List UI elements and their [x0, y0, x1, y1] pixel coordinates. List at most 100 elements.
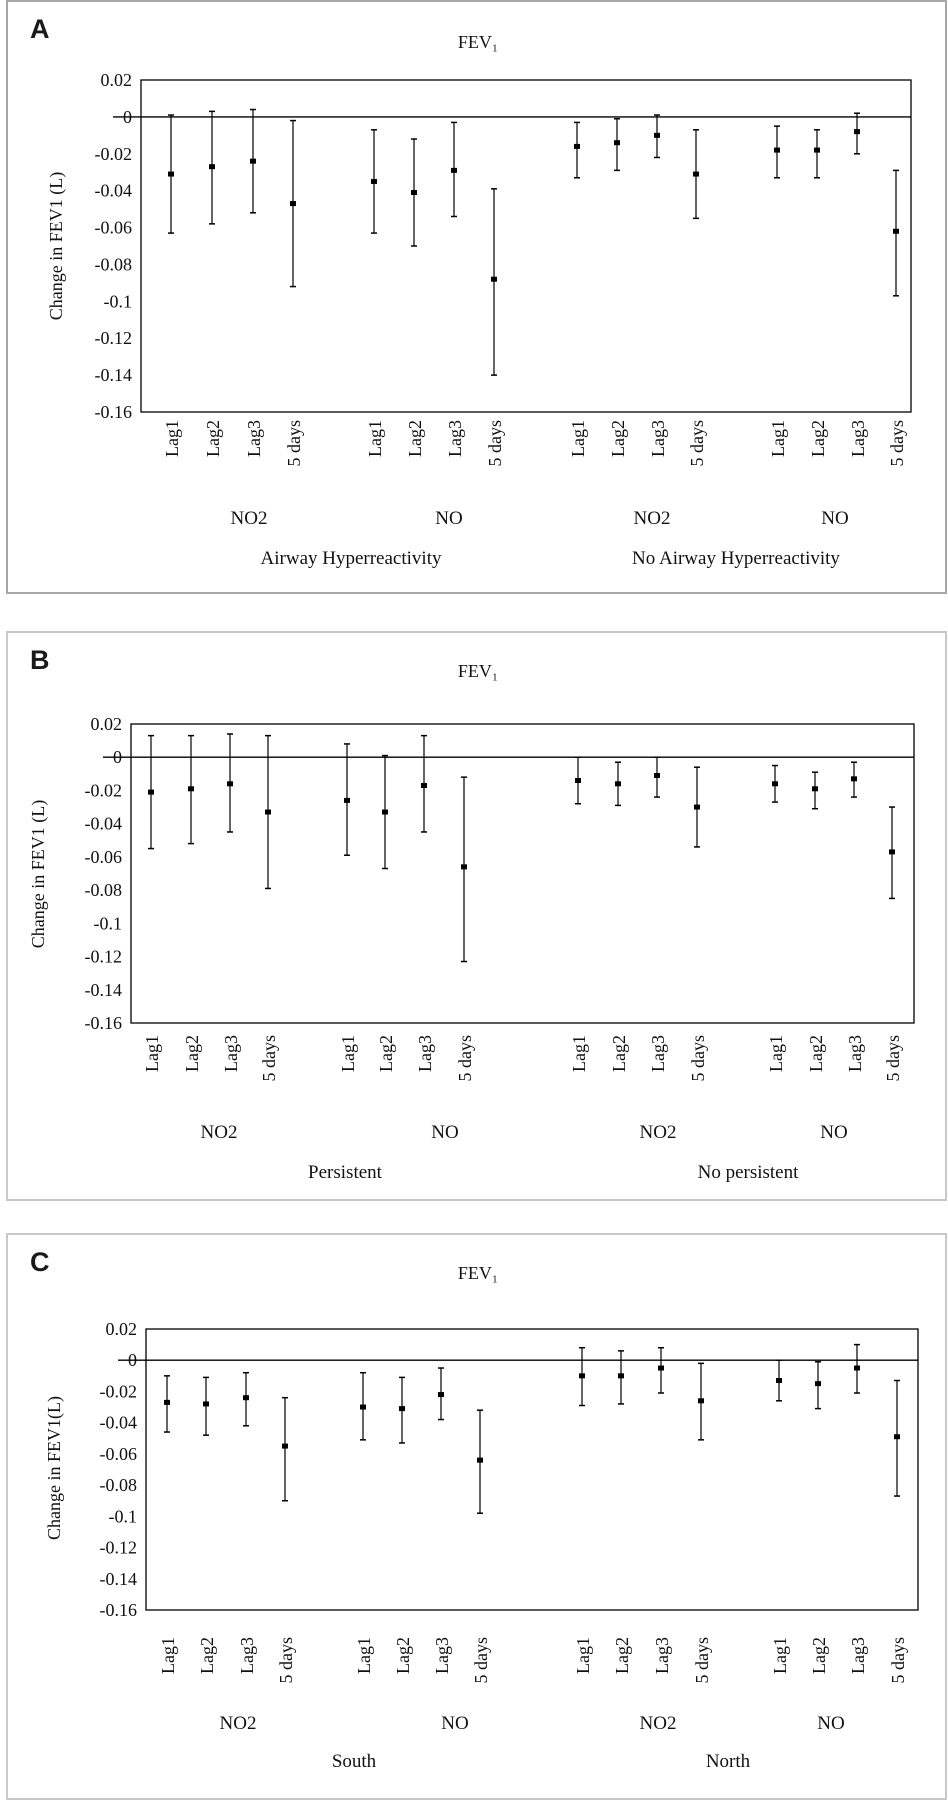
y-tick-label: -0.1: [109, 1506, 138, 1526]
x-category-label: Lag1: [365, 420, 385, 457]
group-label: South: [332, 1751, 377, 1772]
plot-area: [130, 723, 915, 1024]
x-category-label: Lag3: [432, 1637, 452, 1674]
x-category-label: Lag1: [568, 420, 588, 457]
estimate-point: [776, 1378, 782, 1384]
estimate-point: [360, 1404, 366, 1410]
estimate-point: [371, 178, 377, 184]
plot-area: [145, 1328, 919, 1611]
chart-a-svg: FEV₁ 0.02 0 -0.02 -0.04 -0.06 -0.08 -0.1 -0.12 -0…: [46, 32, 912, 569]
pollutant-label: NO: [821, 508, 848, 529]
group-label: No persistent: [698, 1162, 800, 1183]
chart-title: FEV₁: [458, 32, 498, 52]
pollutant-label: NO: [817, 1713, 844, 1734]
chart-title: FEV₁: [458, 1263, 498, 1283]
x-category-label: Lag2: [609, 1035, 629, 1072]
estimate-point: [618, 1373, 624, 1379]
panel-label: A: [30, 14, 50, 44]
estimate-point: [438, 1392, 444, 1398]
x-category-label: 5 days: [471, 1637, 491, 1684]
y-tick-label: -0.14: [85, 980, 123, 1000]
estimate-point: [188, 786, 194, 792]
y-tick-label: -0.08: [85, 880, 123, 900]
estimate-point: [227, 781, 233, 787]
estimate-point: [814, 147, 820, 153]
y-tick-label: -0.14: [100, 1569, 138, 1589]
estimate-point: [815, 1381, 821, 1387]
y-tick-label: -0.16: [85, 1013, 123, 1033]
x-category-label: 5 days: [455, 1035, 475, 1082]
estimate-point: [265, 809, 271, 815]
y-tick-label: -0.12: [95, 328, 133, 348]
estimate-point: [854, 1365, 860, 1371]
estimate-point: [399, 1406, 405, 1412]
estimate-point: [203, 1401, 209, 1407]
pollutant-label: NO2: [640, 1122, 677, 1143]
y-tick-label: -0.16: [100, 1600, 138, 1620]
estimate-point: [290, 201, 296, 207]
x-category-label: Lag2: [197, 1637, 217, 1674]
y-tick-label: 0: [123, 107, 132, 127]
estimate-point: [615, 781, 621, 787]
x-category-label: Lag3: [445, 420, 465, 457]
x-category-label: Lag3: [848, 1637, 868, 1674]
estimate-point: [168, 171, 174, 177]
y-tick-label: 0.02: [106, 1319, 138, 1339]
x-category-label: Lag1: [768, 420, 788, 457]
estimate-point: [411, 190, 417, 196]
pollutant-label: NO2: [201, 1122, 238, 1143]
y-tick-label: -0.1: [94, 913, 123, 933]
estimate-point: [491, 276, 497, 282]
y-tick-label: 0.02: [91, 714, 123, 734]
y-tick-label: -0.02: [100, 1381, 138, 1401]
estimate-point: [344, 797, 350, 803]
estimate-point: [243, 1395, 249, 1401]
y-tick-label: -0.04: [100, 1413, 138, 1433]
estimate-point: [698, 1398, 704, 1404]
estimate-point: [851, 776, 857, 782]
group-label: Persistent: [308, 1162, 383, 1183]
x-category-label: Lag1: [338, 1035, 358, 1072]
pollutant-label: NO: [820, 1122, 847, 1143]
x-category-label: Lag2: [182, 1035, 202, 1072]
x-category-label: Lag3: [244, 420, 264, 457]
estimate-point: [694, 804, 700, 810]
estimate-point: [614, 140, 620, 146]
chart-panel-b: B FEV₁ 0.02 0 -0.02 -0.04 -0.06 -0.08 -0.1 -0.12…: [6, 631, 947, 1201]
pollutant-label: NO: [435, 508, 462, 529]
estimate-point: [382, 809, 388, 815]
estimate-point: [209, 164, 215, 170]
y-axis-label: Change in FEV1 (L): [46, 172, 67, 320]
estimate-point: [894, 1434, 900, 1440]
estimate-point: [574, 143, 580, 149]
x-category-label: Lag2: [809, 1637, 829, 1674]
x-category-label: Lag2: [203, 420, 223, 457]
y-tick-label: -0.14: [95, 365, 133, 385]
x-category-label: Lag2: [612, 1637, 632, 1674]
panel-label: B: [30, 645, 50, 675]
estimate-point: [854, 129, 860, 135]
pollutant-label: NO2: [640, 1713, 677, 1734]
y-axis-label: Change in FEV1(L): [44, 1396, 65, 1540]
pollutant-label: NO2: [634, 508, 671, 529]
pollutant-label: NO: [441, 1713, 468, 1734]
estimate-point: [654, 132, 660, 138]
x-category-label: 5 days: [284, 420, 304, 467]
estimate-point: [579, 1373, 585, 1379]
chart-b-svg: FEV₁ 0.02 0 -0.02 -0.04 -0.06 -0.08 -0.1 -0.12 -0…: [28, 661, 915, 1183]
x-category-label: Lag3: [648, 420, 668, 457]
y-tick-label: 0: [113, 747, 122, 767]
estimate-point: [164, 1399, 170, 1405]
x-category-label: Lag1: [354, 1637, 374, 1674]
y-tick-label: -0.12: [85, 947, 123, 967]
x-category-label: 5 days: [887, 420, 907, 467]
y-tick-label: -0.06: [100, 1444, 138, 1464]
y-tick-label: -0.1: [104, 291, 133, 311]
y-tick-label: -0.04: [85, 814, 123, 834]
estimate-point: [421, 782, 427, 788]
y-tick-label: 0: [128, 1350, 137, 1370]
estimate-point: [654, 772, 660, 778]
x-category-label: 5 days: [692, 1637, 712, 1684]
y-tick-label: -0.12: [100, 1538, 138, 1558]
x-category-label: Lag1: [162, 420, 182, 457]
